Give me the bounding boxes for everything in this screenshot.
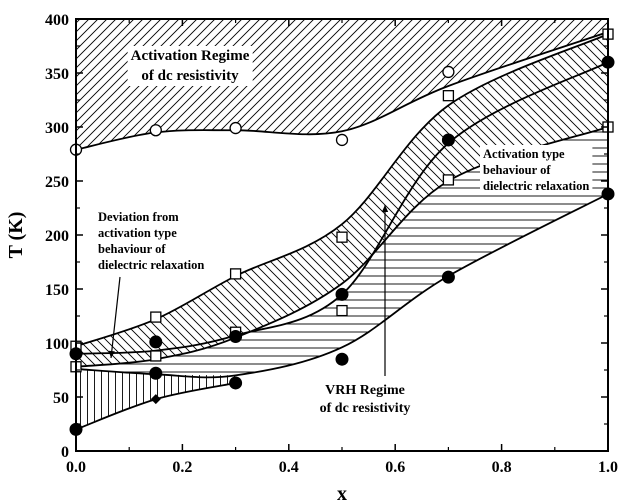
open-circle-point: [442, 65, 455, 79]
annotation-1: Activation Regime of dc resistivity: [127, 46, 253, 86]
axis-ticks: [75, 18, 609, 452]
filled-circle-point: [149, 366, 163, 380]
filled-diamond-point: [150, 394, 161, 405]
open-square-point: [336, 304, 348, 317]
filled-circle-point: [229, 376, 243, 390]
y-tick-label: 100: [45, 336, 69, 353]
open-square-point: [229, 268, 242, 280]
y-tick-label: 50: [53, 390, 69, 407]
open-circle-point: [335, 133, 349, 147]
y-tick-label: 150: [45, 282, 69, 299]
annotation-line: VRH Regime: [325, 383, 405, 398]
filled-circle-point: [229, 330, 243, 344]
annotation-background: [127, 46, 253, 86]
deviation-arrow: [108, 276, 121, 359]
annotation-3: Deviation from activation type behaviour o…: [98, 210, 204, 272]
dielectric-activation-region: [76, 34, 608, 367]
filled-circle-point: [335, 287, 349, 301]
y-tick-label: 350: [45, 66, 69, 83]
annotation-line: activation type: [98, 226, 177, 240]
open-square-point: [150, 311, 162, 323]
annotation-line: dielectric relaxation: [483, 179, 589, 193]
x-tick-label: 1.0: [598, 459, 618, 476]
open-circle-point: [149, 124, 162, 137]
annotation-line: Deviation from: [98, 210, 179, 224]
open-square-point: [442, 90, 455, 102]
annotation-2: Activation type behaviour of dielectric re…: [480, 145, 593, 195]
open-square-point: [150, 350, 162, 362]
filled-circle-point: [335, 352, 349, 366]
y-tick-label: 400: [45, 12, 69, 29]
y-tick-label: 250: [45, 174, 69, 191]
y-tick-labels: 0 50 100 150 200 250 300 350 400: [45, 12, 69, 461]
annotation-line: of dc resistivity: [320, 401, 411, 416]
annotation-line: Activation Regime: [131, 48, 250, 64]
filled-circle-point: [149, 335, 163, 349]
y-tick-label: 200: [45, 228, 69, 245]
annotation-line: of dc resistivity: [141, 68, 239, 84]
annotation-line: behaviour of: [483, 163, 551, 177]
x-tick-label: 0.0: [66, 459, 86, 476]
filled-circle-point: [441, 270, 455, 284]
filled-circle-point: [441, 133, 455, 147]
x-tick-label: 0.2: [172, 459, 192, 476]
x-tick-label: 0.4: [279, 459, 299, 476]
annotation-line: Activation type: [483, 147, 565, 161]
y-tick-label: 300: [45, 120, 69, 137]
open-square-point: [442, 174, 455, 186]
vrh-arrow: [381, 205, 389, 376]
annotation-background: [480, 145, 593, 195]
x-tick-labels: 0.0 0.2 0.4 0.6 0.8 1.0: [66, 459, 618, 476]
annotation-4: VRH Regime of dc resistivity: [320, 383, 411, 416]
annotation-line: dielectric relaxation: [98, 258, 204, 272]
x-axis-title: x: [337, 483, 347, 504]
open-circle-point: [229, 121, 242, 135]
open-square-point: [336, 231, 348, 243]
y-tick-label: 0: [61, 444, 69, 461]
annotation-arrows: [108, 205, 389, 376]
annotation-line: behaviour of: [98, 242, 166, 256]
x-tick-label: 0.8: [492, 459, 512, 476]
y-axis-title: T (K): [5, 212, 27, 259]
x-tick-label: 0.6: [385, 459, 405, 476]
